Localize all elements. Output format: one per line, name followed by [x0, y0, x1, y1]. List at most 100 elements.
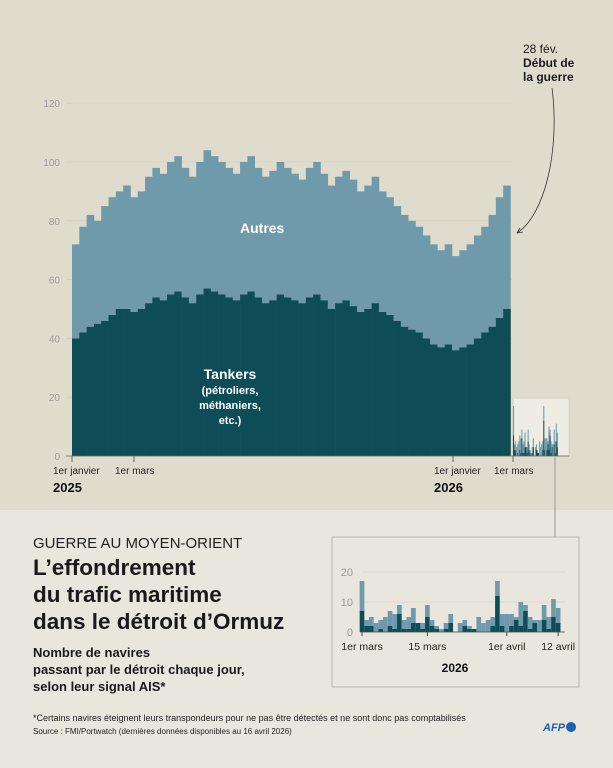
autres-bar — [283, 167, 292, 298]
inset-autres-bar — [378, 620, 384, 629]
autres-bar — [196, 162, 204, 295]
tankers-bar-postwar — [528, 450, 530, 456]
x-tick-label: 1er mars — [494, 466, 533, 477]
inset-tankers-bar — [541, 620, 547, 632]
autres-bar — [159, 173, 168, 301]
autres-bar-postwar — [550, 441, 552, 454]
tankers-bar — [305, 297, 314, 456]
autres-bar — [364, 185, 372, 309]
tankers-bar — [167, 294, 175, 456]
tankers-bar — [159, 300, 168, 456]
autres-bar — [378, 191, 387, 312]
tankers-bar — [115, 309, 124, 456]
autres-bar — [86, 214, 95, 327]
tankers-bar — [210, 291, 219, 456]
autres-bar-postwar — [535, 444, 538, 451]
tankers-bar — [452, 350, 460, 456]
autres-bar-postwar — [537, 450, 539, 454]
inset-tankers-bar — [401, 629, 407, 632]
inset-autres-bar — [401, 620, 407, 629]
autres-bar — [262, 176, 270, 304]
autres-bar-postwar — [555, 423, 557, 442]
inset-autres-bar — [411, 608, 416, 623]
inset-tankers-bar — [509, 626, 514, 632]
kicker: GUERRE AU MOYEN-ORIENT — [33, 535, 243, 552]
inset-autres-bar — [527, 617, 533, 629]
autres-bar — [422, 235, 431, 339]
tankers-bar — [422, 338, 431, 456]
tankers-bar-postwar — [521, 438, 523, 456]
inset-tankers-bar — [467, 629, 472, 632]
subtitle: Nombre de navires passant par le détroit… — [33, 644, 245, 695]
autres-bar-postwar — [544, 438, 546, 451]
autres-bar — [225, 167, 234, 298]
inset-tankers-bar — [387, 626, 393, 632]
tankers-bar — [320, 300, 329, 456]
war-annotation: 28 fév. Début de la guerre — [523, 42, 574, 84]
inset-autres-bar — [387, 611, 393, 626]
tankers-bar — [101, 320, 109, 456]
tankers-bar — [473, 338, 482, 456]
tankers-bar — [130, 311, 139, 456]
tankers-bar — [459, 347, 467, 456]
inset-autres-bar — [495, 581, 500, 596]
tankers-bar — [218, 294, 226, 456]
title-line: dans le détroit d’Ormuz — [33, 609, 285, 634]
autres-bar-postwar — [540, 447, 542, 456]
autres-bar — [503, 185, 511, 309]
tankers-bar — [488, 326, 497, 456]
autres-bar — [123, 185, 131, 309]
tankers-bar — [298, 303, 307, 456]
tankers-bar-postwar — [514, 450, 516, 456]
inset-tankers-bar — [359, 611, 365, 632]
inset-autres-bar — [373, 623, 379, 632]
inset-tankers-bar — [471, 629, 477, 632]
autres-bar-postwar — [526, 447, 528, 454]
inset-tankers-bar — [551, 617, 556, 632]
autres-bar — [437, 250, 446, 348]
tankers-bar — [378, 311, 387, 456]
autres-bar-postwar — [541, 444, 543, 456]
tankers-bar — [415, 332, 424, 456]
tankers-bar-postwar — [551, 447, 553, 456]
autres-bar — [210, 156, 219, 292]
inset-tankers-bar — [490, 626, 496, 632]
inset-autres-bar — [443, 623, 449, 629]
inset-autres-bar — [504, 614, 510, 632]
tankers-bar — [232, 300, 241, 456]
x-tick-label: 1er janvier — [53, 466, 100, 477]
tankers-bar-postwar — [554, 453, 556, 456]
autres-bar-postwar — [528, 444, 530, 451]
tankers-sub-1: (pétroliers, — [201, 385, 259, 397]
tankers-bar — [276, 294, 285, 456]
tankers-bar — [240, 294, 248, 456]
tankers-bar — [291, 300, 299, 456]
inset-tankers-bar — [462, 626, 468, 632]
inset-tankers-bar — [499, 626, 505, 632]
tankers-bar-postwar — [535, 450, 538, 456]
inset-autres-bar — [439, 629, 444, 632]
inset-tankers-bar — [523, 611, 528, 632]
tankers-bar-postwar — [529, 453, 531, 456]
autres-label: Autres — [240, 220, 285, 236]
autres-bar — [335, 176, 343, 304]
autres-bar — [152, 167, 160, 298]
inset-autres-bar — [537, 620, 542, 632]
tankers-bar — [481, 332, 489, 456]
inset-autres-bar — [551, 599, 556, 617]
inset-tankers-bar — [532, 623, 538, 632]
autres-bar — [400, 214, 409, 327]
inset-autres-bar — [523, 605, 528, 611]
autres-bar-postwar — [515, 441, 517, 451]
inset-year-label: 2026 — [442, 661, 469, 675]
tankers-bar — [137, 309, 146, 456]
autres-bar — [444, 244, 453, 345]
tankers-bar — [327, 309, 336, 456]
autres-bar — [188, 176, 197, 304]
autres-bar-postwar — [542, 441, 544, 451]
autres-bar — [298, 179, 307, 304]
tankers-bar-postwar — [527, 441, 529, 456]
autres-bar — [276, 162, 285, 295]
tankers-bar — [181, 297, 190, 456]
autres-bar — [481, 226, 489, 333]
